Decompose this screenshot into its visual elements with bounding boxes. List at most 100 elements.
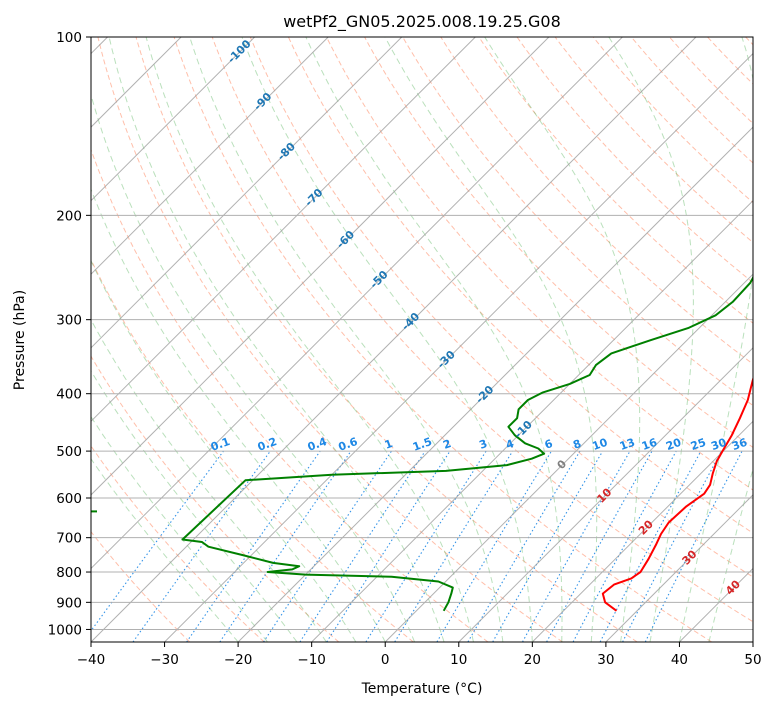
x-tick-label: 40 [671, 652, 688, 668]
mixing-ratio-label: 16 [640, 436, 659, 454]
mixing-ratio-label: 36 [730, 436, 749, 454]
dry-adiabat [554, 37, 753, 244]
dry-adiabat [211, 37, 753, 623]
dry-adiabat [91, 148, 489, 642]
isotherm-line [91, 37, 403, 349]
isotherm-line [311, 199, 753, 642]
isotherm-line [91, 37, 256, 202]
plot-frame [90, 36, 754, 643]
y-tick-label: 700 [56, 531, 82, 547]
mixing-ratio-label: 1.5 [411, 435, 434, 454]
y-tick-label: 200 [56, 208, 82, 224]
dry-adiabat [249, 37, 753, 578]
mixing-ratio-line [467, 450, 581, 642]
x-tick-label: −10 [297, 652, 326, 668]
mixing-ratio-label: 1 [383, 437, 395, 452]
dry-adiabat [478, 37, 753, 324]
dry-adiabat [91, 355, 340, 642]
y-tick-label: 500 [56, 444, 82, 460]
mixing-ratio-label: 8 [571, 437, 583, 452]
x-tick-label: 0 [381, 652, 390, 668]
y-tick-label: 600 [56, 491, 82, 507]
isotherm-line [91, 37, 550, 496]
moist-adiabat [91, 369, 298, 642]
x-tick-label: 10 [450, 652, 467, 668]
isotherm-label: -90 [251, 90, 274, 113]
mixing-ratio-label: 0.6 [337, 435, 360, 454]
moist-adiabat [305, 37, 563, 642]
moist-adiabat [91, 415, 268, 642]
dry-adiabat [707, 37, 753, 85]
mixing-ratio-label: 25 [689, 436, 708, 453]
mixing-ratio-line [522, 450, 631, 642]
isotherm-line [752, 641, 753, 642]
isotherm-line [237, 126, 753, 642]
moist-adiabat [91, 457, 239, 642]
y-tick-label: 1000 [48, 622, 82, 638]
dry-adiabat [97, 37, 563, 642]
mixing-ratio-label: 10 [590, 436, 609, 454]
mixing-ratio-line [299, 450, 426, 642]
y-tick-label: 800 [56, 565, 82, 581]
isotherm-label: 0 [555, 457, 570, 472]
dry-adiabat [402, 37, 753, 407]
isotherm-line [605, 494, 753, 642]
y-tick-label: 300 [56, 313, 82, 329]
x-tick-label: 50 [744, 652, 761, 668]
mixing-ratio-label: 3 [477, 437, 489, 452]
mixing-ratio-line [91, 450, 224, 632]
mixing-ratio-label: 0.4 [306, 435, 329, 454]
dry-adiabat [326, 37, 753, 491]
mixing-ratio-line [644, 450, 743, 642]
x-tick-label: −40 [77, 652, 106, 668]
dry-adiabat [592, 37, 753, 204]
moist-adiabat [145, 37, 474, 642]
dewpoint-profile [181, 275, 753, 612]
x-tick-label: −20 [224, 652, 253, 668]
isotherm-line [91, 37, 476, 423]
y-tick-label: 900 [56, 595, 82, 611]
x-tick-label: 30 [597, 652, 614, 668]
mixing-ratio-label: 20 [664, 436, 683, 454]
x-axis-label: Temperature (°C) [361, 681, 483, 697]
y-tick-label: 100 [56, 30, 82, 46]
dry-adiabat [135, 37, 638, 642]
moist-adiabat [91, 188, 386, 642]
moist-adiabat [189, 37, 504, 642]
mixing-ratio-line [219, 450, 352, 642]
mixing-ratio-line [572, 450, 677, 642]
isotherm-line [91, 37, 697, 642]
moist-adiabat [384, 37, 598, 642]
dry-adiabat [287, 37, 753, 534]
moist-adiabat [241, 37, 533, 642]
dry-adiabat [173, 37, 713, 642]
isotherm-label: 20 [636, 517, 656, 537]
dry-adiabat [516, 37, 753, 284]
y-axis-label: Pressure (hPa) [12, 290, 28, 390]
isotherm-line [91, 37, 623, 570]
dry-adiabat [91, 530, 191, 642]
mixing-ratio-line [599, 450, 702, 642]
isotherm-label: -70 [302, 186, 325, 209]
isotherm-line [164, 52, 753, 642]
y-tick-label: 400 [56, 387, 82, 403]
isotherm-label: -20 [473, 383, 496, 406]
moist-adiabat [678, 37, 753, 642]
mixing-ratio-label: 0.1 [209, 435, 232, 454]
mixing-ratio-line [546, 450, 653, 642]
moist-adiabat [108, 37, 445, 642]
isotherm-line [531, 420, 753, 642]
mixing-ratio-line [326, 450, 451, 642]
x-tick-label: −30 [150, 652, 179, 668]
temperature-profile [601, 376, 753, 612]
dry-adiabat [440, 37, 753, 365]
moist-adiabat [91, 259, 357, 642]
moist-adiabat [484, 37, 641, 642]
mixing-ratio-label: 4 [504, 437, 516, 452]
mixing-ratio-label: 0.2 [256, 435, 279, 454]
chart-title: wetPf2_GN05.2025.008.19.25.G08 [283, 12, 561, 32]
moist-adiabat [708, 467, 753, 642]
x-tick-label: 20 [524, 652, 541, 668]
